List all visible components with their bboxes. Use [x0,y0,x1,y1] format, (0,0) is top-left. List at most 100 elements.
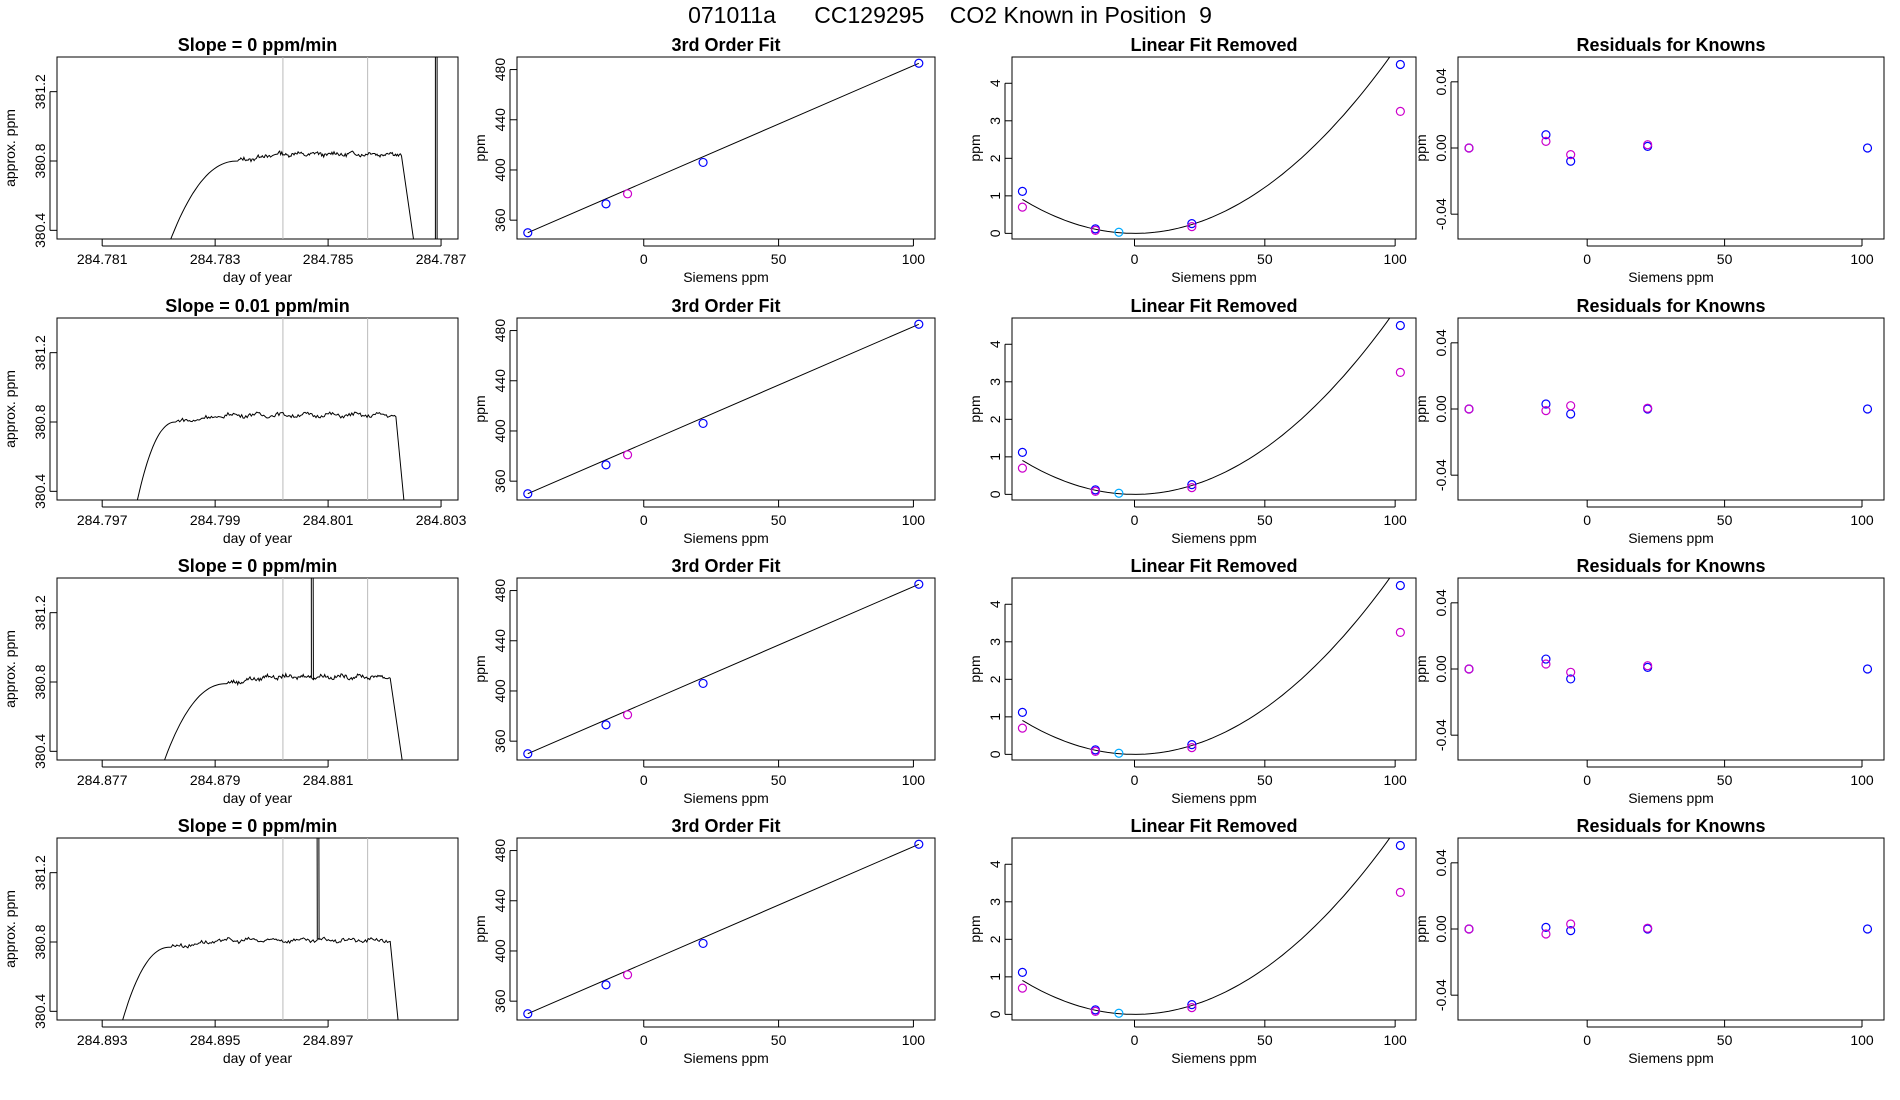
data-point [1114,748,1124,758]
plot-frame [1011,317,1417,501]
data-point [601,980,611,990]
plot-frame [56,577,459,761]
data-point [622,189,633,199]
y-tick-label: 1 [987,713,1003,721]
x-tick-label: 0 [1583,512,1591,528]
x-tick-label: 100 [1383,772,1407,788]
x-tick-label: 284.895 [190,1032,241,1048]
y-tick-label: 440 [492,369,508,393]
x-axis-label: Siemens ppm [1171,1050,1257,1066]
y-axis-label: ppm [472,134,488,161]
residuals-panel: Residuals for Knowns 0 50 100 Siemens ppm -0.… [1413,296,1885,546]
data-point [1187,743,1197,753]
x-tick-label: 50 [1717,772,1733,788]
x-tick-label: 100 [1850,251,1874,267]
plot-area [1022,57,1391,234]
y-tick-label: 0 [987,229,1003,237]
data-point [1187,1000,1197,1010]
data-point [1464,664,1474,674]
time-series-panel: Slope = 0.01 ppm/min 284.797 284.799 284.80… [2,296,467,546]
fit-curve [1022,318,1391,495]
panel-title: Linear Fit Removed [1130,296,1297,316]
fit-panel: 3rd Order Fit 0 50 100 Siemens ppm 360 400 440 4… [472,816,936,1066]
x-tick-label: 0 [1131,512,1139,528]
plot-frame [1011,577,1417,761]
x-axis-label: day of year [223,790,293,806]
data-point [1541,654,1551,664]
plot-area [164,578,403,760]
series-line [164,578,403,760]
fit-curve [1022,57,1391,234]
data-point [1395,887,1405,898]
data-point [1017,967,1028,977]
data-point [1643,403,1653,413]
y-tick-label: 4 [987,79,1003,87]
plot-frame [516,56,936,240]
data-point [1566,674,1576,684]
time-series-panel: Slope = 0 ppm/min 284.893 284.895 284.897 da… [2,816,459,1066]
x-tick-label: 0 [1583,1032,1591,1048]
x-tick-label: 284.785 [303,251,354,267]
linear-removed-panel: Linear Fit Removed 0 50 100 Siemens ppm 0 1 2 3 4… [967,296,1417,546]
x-tick-label: 284.799 [190,512,241,528]
y-tick-label: 381.2 [32,335,48,370]
fit-line [527,583,920,755]
x-tick-label: 284.893 [77,1032,128,1048]
data-point [1395,580,1405,591]
y-tick-label: -0.04 [1433,979,1449,1011]
data-point [1566,401,1576,411]
panel-title: Residuals for Knowns [1576,296,1765,316]
x-tick-label: 100 [902,1032,926,1048]
plot-frame [1457,56,1885,240]
y-tick-label: 0.00 [1433,655,1449,682]
y-tick-label: 2 [987,675,1003,683]
y-tick-label: 2 [987,415,1003,423]
series-line [170,57,438,239]
x-tick-label: 0 [1583,251,1591,267]
x-tick-label: 50 [1257,251,1273,267]
data-point [1017,186,1028,196]
data-point [1395,320,1405,331]
data-point [1464,404,1474,414]
panel-title: Linear Fit Removed [1130,35,1297,55]
x-tick-label: 50 [1257,772,1273,788]
y-tick-label: 380.8 [32,143,48,178]
plot-frame [1457,837,1885,1021]
plot-area [527,583,920,755]
plot-area [527,62,920,234]
x-tick-label: 0 [1131,772,1139,788]
linear-removed-panel: Linear Fit Removed 0 50 100 Siemens ppm 0 1 2 3 4… [967,816,1417,1066]
y-tick-label: 400 [492,419,508,443]
data-point [1187,219,1197,229]
y-tick-label: 400 [492,939,508,963]
data-point [1643,923,1653,933]
panel-title: 3rd Order Fit [671,35,780,55]
linear-removed-panel: Linear Fit Removed 0 50 100 Siemens ppm 0 1 2 3 4… [967,35,1417,285]
x-axis-label: Siemens ppm [1628,1050,1714,1066]
plot-frame [1011,56,1417,240]
data-point [1395,59,1405,70]
panel-title: Slope = 0.01 ppm/min [165,296,350,316]
plot-area [1022,318,1391,495]
data-point [622,710,633,720]
y-tick-label: 0 [987,1010,1003,1018]
y-tick-label: 1 [987,453,1003,461]
y-tick-label: 360 [492,208,508,232]
plot-area [527,843,920,1015]
data-point [1395,106,1405,117]
x-axis-label: day of year [223,530,293,546]
data-point [1187,480,1197,490]
plot-area [1022,838,1391,1015]
x-tick-label: 100 [1383,1032,1407,1048]
data-point [523,1009,533,1019]
y-axis-label: ppm [967,915,983,942]
x-axis-label: Siemens ppm [1628,269,1714,285]
residuals-panel: Residuals for Knowns 0 50 100 Siemens ppm -0.… [1413,816,1885,1066]
x-axis-label: Siemens ppm [1628,790,1714,806]
fit-line [527,323,920,495]
y-tick-label: 440 [492,629,508,653]
y-tick-label: 1 [987,973,1003,981]
data-point [1566,667,1576,677]
x-tick-label: 50 [1717,512,1733,528]
